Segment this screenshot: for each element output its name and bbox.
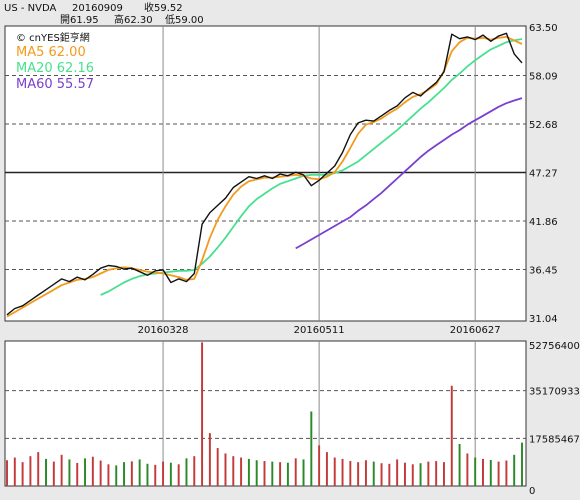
price-series-line (6, 32, 523, 316)
high-label: 高62.30 (114, 13, 153, 26)
date-label: 20160909 (72, 3, 123, 14)
legend-ma60: MA60 55.57 (16, 77, 94, 92)
price-y-tick-label: 41.86 (529, 217, 558, 228)
volume-y-tick-label: 35170933 (529, 387, 580, 398)
volume-panel (4, 340, 527, 487)
volume-y-tick-label: 0 (529, 486, 535, 497)
ma20-series-line (100, 38, 523, 296)
price-x-tick-label: 20160511 (294, 325, 345, 336)
watermark-text: © cnYES鉅亨網 (16, 31, 90, 44)
price-y-tick-label: 52.68 (529, 120, 558, 131)
price-x-tick-label: 20160627 (450, 325, 501, 336)
ma5-series-line (6, 36, 523, 318)
legend-ma5: MA5 62.00 (16, 45, 86, 60)
price-y-tick-label: 58.09 (529, 72, 558, 83)
volume-bars (6, 342, 523, 486)
volume-y-tick-label: 17585467 (529, 434, 580, 445)
close-label: 收59.52 (144, 1, 183, 14)
price-y-tick-label: 63.50 (529, 23, 558, 34)
price-x-axis: 20160328201605112016062720160811 (138, 325, 501, 336)
price-y-axis: 63.50 58.09 52.68 47.27 41.86 36.45 31.04 (529, 23, 558, 325)
low-label: 低59.00 (165, 13, 204, 26)
ma60-series-line (295, 97, 523, 250)
legend-ma20: MA20 62.16 (16, 61, 94, 76)
price-y-tick-label: 36.45 (529, 266, 558, 277)
price-x-tick-label: 20160328 (138, 325, 189, 336)
volume-y-axis: 52756400 35170933 17585467 0 (529, 341, 580, 497)
price-lines (6, 32, 523, 318)
price-y-tick-label: 47.27 (529, 169, 558, 180)
volume-y-tick-label: 52756400 (529, 341, 580, 352)
price-y-tick-label: 31.04 (529, 314, 558, 325)
symbol-label: US - NVDA (4, 3, 56, 14)
open-label: 開61.95 (60, 14, 99, 26)
